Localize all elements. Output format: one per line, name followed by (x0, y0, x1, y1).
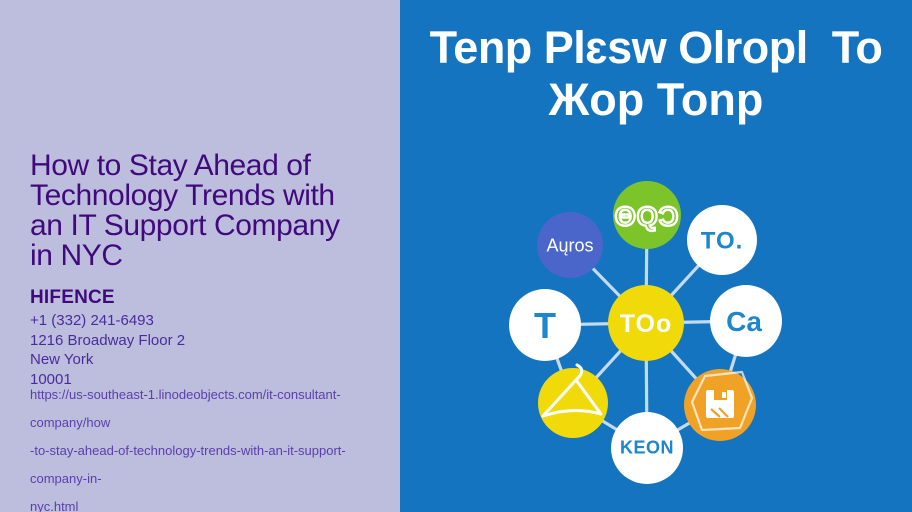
node-lower-left (538, 363, 608, 438)
poster-heading-line2: Жop Tonp (548, 74, 764, 125)
node-left-circle (509, 289, 581, 361)
floppy-disk-icon (706, 390, 734, 418)
hanger-icon (541, 363, 603, 418)
node-upper-left: Aųros (537, 212, 603, 278)
node-left-label: T (534, 305, 556, 346)
contact-block: +1 (332) 241-6493 1216 Broadway Floor 2 … (30, 311, 185, 390)
node-right: Ca (710, 285, 782, 357)
hub-circle (608, 285, 684, 361)
page-title: How to Stay Ahead of Technology Trends w… (30, 149, 340, 272)
node-top-circle (613, 181, 681, 249)
left-panel: How to Stay Ahead of Technology Trends w… (0, 0, 400, 512)
node-bottom: KEON (611, 412, 683, 484)
node-top: ΘQƆ (613, 181, 681, 249)
company-name: HIFENCE (30, 287, 115, 308)
node-bottom-label: KEON (620, 437, 674, 457)
hub-spoke-diagram: TOo T Aųros ΘQƆ TO. (509, 181, 782, 484)
node-right-label: Ca (726, 306, 762, 337)
right-panel: Tenp Plɛsw Olropl To Жop Tonp (400, 0, 912, 512)
node-upper-right-label: TO. (701, 228, 744, 255)
node-upper-right-circle (687, 205, 757, 275)
node-lower-right (684, 369, 756, 441)
source-url: https://us-southeast-1.linodeobjects.com… (30, 387, 346, 512)
poster-heading-line1: Tenp Plɛsw Olropl To (429, 22, 883, 73)
node-upper-right: TO. (687, 205, 757, 275)
node-bottom-circle (611, 412, 683, 484)
node-top-label: ΘQƆ (615, 201, 680, 231)
sketch-outline (690, 370, 754, 432)
phone-number: +1 (332) 241-6493 (30, 312, 154, 329)
hub-label: TOo (620, 310, 673, 338)
address-line: 1216 Broadway Floor 2 (30, 331, 186, 349)
node-right-circle (710, 285, 782, 357)
address-zip: 10001 (30, 371, 72, 389)
node-left: T (509, 289, 581, 361)
address-city: New York (30, 351, 94, 369)
node-upper-left-label: Aųros (546, 235, 593, 255)
node-upper-left-circle (537, 212, 603, 278)
node-lower-left-circle (538, 368, 608, 438)
hub-node: TOo (608, 285, 684, 361)
poster-heading: Tenp Plɛsw Olropl To Жop Tonp (400, 22, 912, 126)
